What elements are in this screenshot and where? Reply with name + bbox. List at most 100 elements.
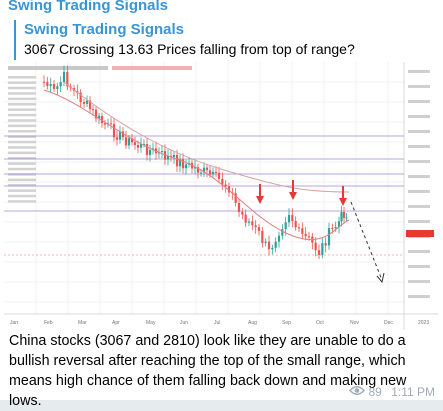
candle-body <box>66 71 69 87</box>
indicator-legend <box>8 194 36 198</box>
price-tick <box>408 85 430 88</box>
price-tick <box>408 205 430 208</box>
price-tick <box>408 160 430 163</box>
moving-average <box>63 81 350 193</box>
candle-body <box>340 212 343 222</box>
candle-body <box>100 115 104 124</box>
candle-body <box>217 172 221 179</box>
view-count: 89 <box>368 385 382 399</box>
x-tick-label: Apr <box>112 320 120 326</box>
candle-body <box>151 148 155 150</box>
candle-body <box>277 235 281 242</box>
indicator-legend <box>8 81 36 84</box>
chart-image[interactable]: Jan Feb Mar Apr May Jun Jul Aug Sep Oct Nov Dec 2023 <box>4 62 438 330</box>
candle-body <box>274 241 277 248</box>
symbol-header <box>8 66 108 70</box>
candle-body <box>160 151 164 153</box>
indicator-legend <box>8 113 36 117</box>
price-tick <box>408 130 430 133</box>
candle-body <box>82 102 86 104</box>
candle-body <box>56 86 59 89</box>
last-price-tag <box>406 230 434 237</box>
candle-body <box>281 229 284 236</box>
candle-body <box>91 109 95 111</box>
candle-body <box>130 138 134 143</box>
candle-body <box>251 221 254 226</box>
indicator-legend <box>8 135 36 138</box>
candle-body <box>284 222 287 230</box>
candle-body <box>205 167 209 171</box>
message-time: 1:11 PM <box>391 385 435 399</box>
candle-body <box>124 137 128 146</box>
price-tick <box>408 280 430 283</box>
projection-line <box>350 201 383 281</box>
price-tick <box>408 220 430 223</box>
message-meta: 89 1:11 PM <box>349 384 435 399</box>
indicator-legend <box>8 189 36 192</box>
candle-body <box>241 211 244 215</box>
x-tick-label: Oct <box>316 320 324 326</box>
candle-body <box>247 221 251 223</box>
x-tick-label: May <box>146 320 156 326</box>
candle-body <box>166 155 170 160</box>
candle-body <box>181 159 185 169</box>
indicator-legend <box>8 146 36 149</box>
price-tick <box>408 70 430 73</box>
candle-body <box>234 193 237 203</box>
candle-body <box>103 123 107 125</box>
signal-arrow-head <box>339 198 347 206</box>
indicator-legend <box>8 151 36 155</box>
candle-body <box>52 84 56 89</box>
indicator-legend <box>8 184 36 187</box>
indicator-legend <box>8 130 36 133</box>
candle-body <box>49 84 52 87</box>
candle-body <box>121 131 125 138</box>
candle-body <box>109 123 113 125</box>
candle-body <box>97 115 101 119</box>
candle-body <box>208 170 212 175</box>
candle-body <box>321 243 324 255</box>
channel-name[interactable]: Swing Trading Signals <box>8 0 169 14</box>
indicator-legend <box>8 157 36 160</box>
chart-background <box>4 62 438 330</box>
indicator-legend <box>8 200 36 203</box>
candle-body <box>145 144 149 156</box>
signal-arrow-head <box>256 196 264 204</box>
reply-text: 3067 Crossing 13.63 Prices falling from … <box>24 41 355 57</box>
x-tick-label: Jan <box>10 320 18 326</box>
candle-body <box>237 202 241 212</box>
candle-body <box>199 172 203 174</box>
candle-body <box>271 247 274 250</box>
candle-body <box>264 241 267 243</box>
reply-preview[interactable]: Swing Trading Signals 3067 Crossing 13.6… <box>14 20 434 60</box>
indicator-legend <box>8 124 36 128</box>
ohlc-header <box>112 66 192 70</box>
projection-arrow-head <box>376 272 385 284</box>
candle-body <box>133 142 137 146</box>
candle-body <box>331 228 334 230</box>
candle-body <box>193 167 197 169</box>
candle-body <box>139 144 143 148</box>
price-tick <box>408 190 430 193</box>
candle-body <box>79 92 82 103</box>
candle-body <box>184 164 188 169</box>
x-tick-label: Mar <box>78 320 87 326</box>
candle-body <box>334 227 337 229</box>
indicator-legend <box>8 108 36 111</box>
candle-body <box>327 228 331 246</box>
signal-arrow-head <box>289 192 297 200</box>
reply-title: Swing Trading Signals <box>24 21 185 38</box>
candle-body <box>307 236 311 238</box>
candle-body <box>211 171 215 175</box>
candle-body <box>221 178 224 185</box>
candle-body <box>202 167 206 173</box>
price-chart: Jan Feb Mar Apr May Jun Jul Aug Sep Oct Nov Dec 2023 <box>4 62 438 330</box>
candle-body <box>196 167 200 173</box>
candle-body <box>244 214 247 223</box>
candle-body <box>94 109 98 119</box>
eye-icon <box>349 385 368 399</box>
candle-body <box>314 242 317 251</box>
x-tick-label: 2023 <box>418 320 429 326</box>
price-tick <box>408 100 430 103</box>
x-tick-label: Dec <box>384 320 393 326</box>
